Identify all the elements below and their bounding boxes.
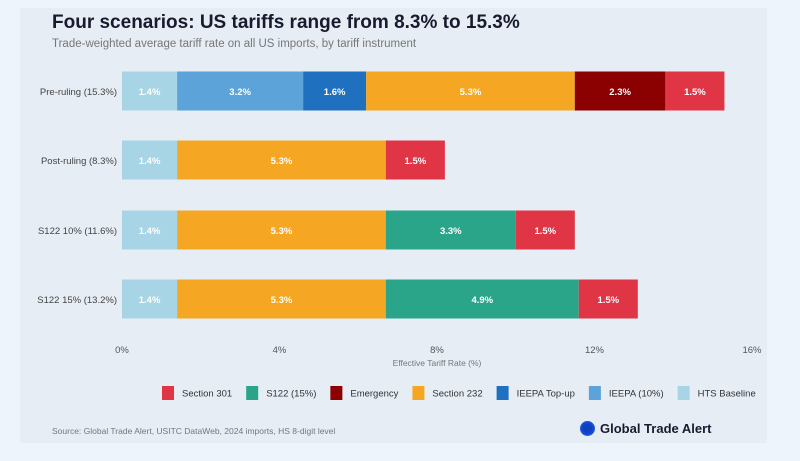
category-label: Pre-ruling (15.3%) [40, 87, 117, 98]
legend-swatch [412, 386, 425, 400]
legend-label: Emergency [350, 389, 398, 400]
x-tick-label: 8% [430, 345, 444, 356]
bar-segment [177, 71, 304, 111]
x-axis-label: Effective Tariff Rate (%) [393, 358, 482, 368]
legend-swatch [496, 386, 509, 400]
chart-subtitle: Trade-weighted average tariff rate on al… [52, 38, 417, 50]
x-tick-label: 16% [742, 345, 762, 356]
brand-logo: Global Trade Alert [580, 421, 712, 436]
data-label: 4.9% [471, 295, 493, 306]
data-label: 1.5% [597, 295, 619, 306]
data-label: 1.5% [684, 87, 706, 98]
bar-segment [177, 140, 386, 180]
legend-label: IEEPA (10%) [609, 389, 664, 400]
data-label: 1.6% [324, 87, 346, 98]
legend-swatch [246, 386, 259, 400]
bar-segment [122, 140, 178, 180]
legend-label: Section 232 [432, 389, 482, 400]
bar-segment [385, 279, 579, 319]
category-label: S122 10% (11.6%) [38, 226, 117, 237]
legend-swatch [677, 386, 690, 400]
bar-segment [177, 210, 386, 250]
data-label: 2.3% [609, 87, 631, 98]
globe-icon [580, 421, 595, 436]
data-label: 1.4% [139, 156, 161, 167]
data-label: 5.3% [460, 87, 482, 98]
legend-swatch [588, 386, 601, 400]
data-label: 5.3% [271, 295, 293, 306]
chart-title: Four scenarios: US tariffs range from 8.… [52, 12, 520, 33]
legend-label: IEEPA Top-up [517, 389, 575, 400]
data-label: 1.4% [139, 87, 161, 98]
bar-segment [303, 71, 367, 111]
legend-label: S122 (15%) [266, 389, 316, 400]
data-label: 3.3% [440, 226, 462, 237]
data-label: 1.4% [139, 295, 161, 306]
data-label: 1.5% [534, 226, 556, 237]
data-label: 1.5% [405, 156, 427, 167]
legend-label: HTS Baseline [698, 389, 756, 400]
brand-name: Global Trade Alert [600, 421, 712, 436]
data-label: 5.3% [271, 226, 293, 237]
bar-segment [515, 210, 575, 250]
bar-segment [665, 71, 725, 111]
legend-label: Section 301 [182, 389, 232, 400]
bar-segment [122, 279, 178, 319]
bar-segment [122, 210, 178, 250]
category-label: S122 15% (13.2%) [37, 295, 117, 306]
data-label: 3.2% [229, 87, 251, 98]
data-label: 5.3% [271, 156, 293, 167]
x-tick-label: 4% [273, 345, 287, 356]
x-tick-label: 0% [115, 345, 129, 356]
bar-segment [385, 210, 516, 250]
bar-segment [122, 71, 178, 111]
legend-swatch [162, 386, 174, 400]
bar-segment [366, 71, 575, 111]
legend-swatch [330, 386, 343, 400]
x-tick-label: 12% [585, 345, 605, 356]
source-note: Source: Global Trade Alert, USITC DataWe… [52, 426, 336, 436]
bar-segment [574, 71, 666, 111]
bar-segment [385, 140, 445, 180]
bar-segment [177, 279, 386, 319]
category-label: Post-ruling (8.3%) [41, 156, 117, 167]
data-label: 1.4% [139, 226, 161, 237]
bar-segment [578, 279, 638, 319]
